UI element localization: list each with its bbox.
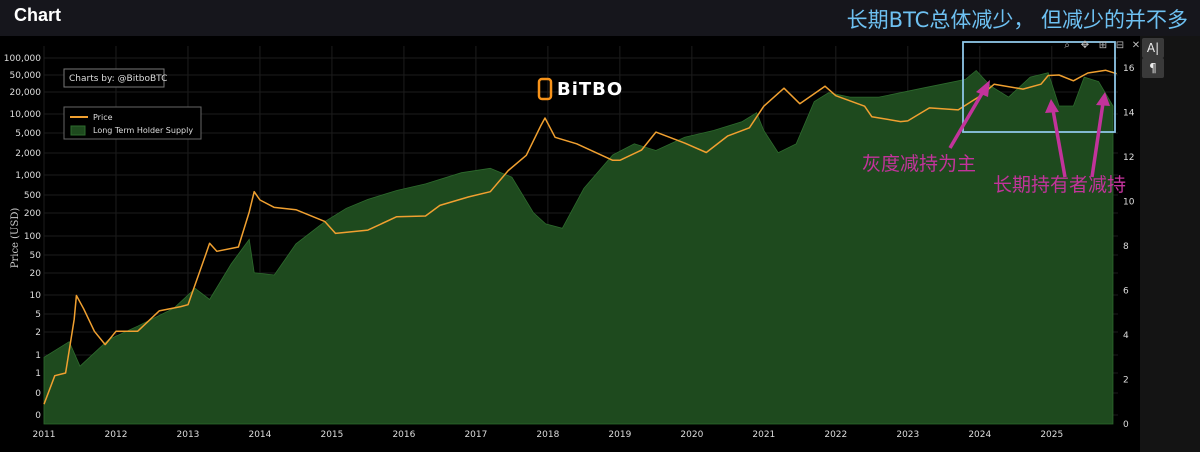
top-bar	[0, 0, 1200, 36]
highlight-box	[962, 41, 1116, 133]
y-left-tick-label: 50	[30, 251, 42, 261]
y-right-tick-label: 10	[1123, 198, 1135, 208]
x-tick-label: 2023	[896, 430, 919, 440]
x-tick-label: 2021	[752, 430, 775, 440]
x-tick-label: 2011	[33, 430, 56, 440]
paragraph-button[interactable]: ¶	[1142, 58, 1164, 78]
autoscale-icon[interactable]: ✕	[1131, 40, 1141, 51]
arrow-gray	[948, 89, 986, 149]
y-left-tick-label: 5	[35, 310, 41, 320]
y-left-tick-label: 1	[35, 369, 41, 379]
x-tick-label: 2025	[1040, 430, 1063, 440]
lth-supply-area	[43, 69, 1114, 425]
arrow-lth-1	[1051, 109, 1067, 178]
price-line	[43, 69, 1117, 405]
y-left-tick-label: 5,000	[15, 129, 41, 139]
side-panel	[1140, 36, 1200, 452]
annotation-lth-label: 长期持有者减持	[993, 174, 1126, 196]
legend-lth-swatch	[70, 125, 86, 136]
pan-icon[interactable]: ✥	[1080, 40, 1090, 51]
y-left-tick-label: 0	[35, 389, 41, 399]
legend-price-label: Price	[93, 113, 113, 122]
annotation-arrows	[948, 80, 1110, 178]
y-left-tick-label: 2	[35, 328, 41, 338]
arrow-lth-1-head	[1045, 99, 1059, 113]
x-tick-label: 2018	[536, 430, 559, 440]
legend: Price Long Term Holder Supply	[63, 106, 202, 140]
x-tick-label: 2017	[464, 430, 487, 440]
y-left-tick-label: 20	[30, 269, 42, 279]
y-left-tick-label: 10	[30, 291, 42, 301]
y-left-tick-label: 200	[24, 209, 41, 219]
zoom-in-icon[interactable]: ⊞	[1098, 40, 1108, 51]
y-left-tick-label: 1,000	[15, 171, 41, 181]
annotation-gray-label: 灰度减持为主	[862, 153, 976, 175]
y-left-tick-label: 100,000	[4, 54, 41, 64]
y-right-tick-label: 6	[1123, 287, 1129, 297]
page-title: Chart	[14, 5, 62, 25]
y-left-tick-label: 500	[24, 191, 41, 201]
text-format-button[interactable]: A|	[1142, 38, 1164, 58]
arrow-lth-2	[1090, 102, 1105, 178]
x-tick-label: 2016	[392, 430, 415, 440]
x-tick-label: 2015	[320, 430, 343, 440]
x-tick-label: 2019	[608, 430, 631, 440]
y-left-tick-label: 100	[24, 232, 41, 242]
credit-box	[63, 68, 165, 88]
y-right-tick-label: 4	[1123, 331, 1129, 341]
y-right-tick-label: 16	[1123, 64, 1135, 74]
bitbo-logo-mark-icon	[537, 77, 553, 101]
y-left-tick-label: 2,000	[15, 149, 41, 159]
x-tick-label: 2014	[248, 430, 271, 440]
arrow-gray-head	[976, 80, 990, 97]
bitbo-logo: BiTBO	[537, 77, 623, 101]
x-tick-label: 2022	[824, 430, 847, 440]
y-right-tick-label: 14	[1123, 109, 1135, 119]
y-left-tick-label: 1	[35, 351, 41, 361]
y-left-tick-label: 10,000	[10, 110, 42, 120]
y-left-tick-label: 50,000	[10, 71, 42, 81]
y-right-tick-label: 2	[1123, 376, 1129, 386]
legend-lth-label: Long Term Holder Supply	[93, 126, 193, 135]
y-right-tick-label: 12	[1123, 153, 1134, 163]
chart-annotation-title: 长期BTC总体减少， 但减少的并不多	[846, 8, 1188, 32]
y-left-tick-label: 20,000	[10, 88, 42, 98]
arrow-lth-2-head	[1096, 92, 1110, 106]
y-right-tick-label: 0	[1123, 420, 1129, 430]
y-left-tick-label: 0	[35, 411, 41, 421]
y-right-tick-label: 8	[1123, 242, 1129, 252]
x-tick-label: 2012	[105, 430, 128, 440]
x-tick-label: 2013	[177, 430, 200, 440]
credit-text: Charts by: @BitboBTC	[69, 74, 167, 84]
zoom-out-icon[interactable]: ⊟	[1115, 40, 1125, 51]
x-tick-label: 2020	[680, 430, 703, 440]
bitbo-logo-text: BiTBO	[557, 79, 623, 100]
y-axis-label: Price (USD)	[10, 208, 21, 269]
zoom-icon[interactable]: ⌕	[1064, 40, 1070, 51]
x-tick-label: 2024	[968, 430, 991, 440]
